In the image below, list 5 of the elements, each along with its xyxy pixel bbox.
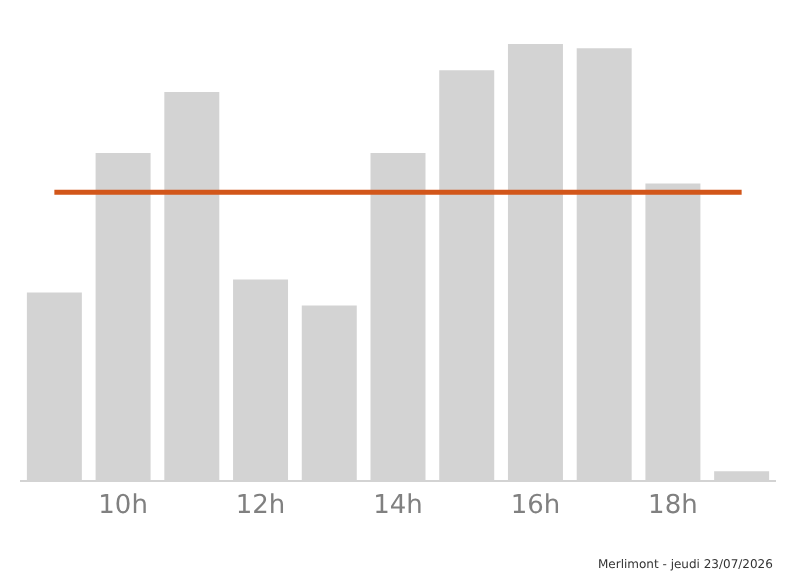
x-tick-label: 10h [98, 491, 148, 522]
x-tick-label: 18h [648, 491, 698, 522]
x-tick-label: 12h [235, 491, 286, 522]
x-tick-label: 16h [510, 491, 561, 522]
x-tick-label: 14h [373, 491, 423, 522]
